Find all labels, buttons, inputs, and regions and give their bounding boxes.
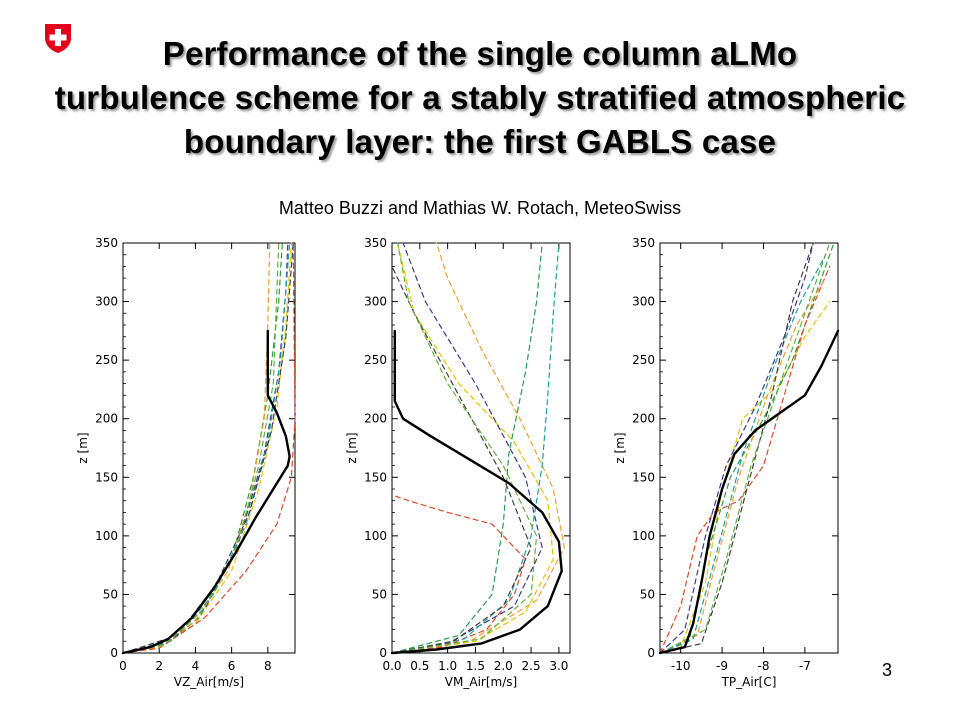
chart-1-model-line-3 — [122, 242, 289, 654]
chart-2-ytick-label: 50 — [372, 587, 387, 601]
chart-3-reference-line — [658, 329, 840, 655]
chart-2-xlabel: VM_Air[m/s] — [445, 675, 517, 689]
chart-2-xtick-label: 2.5 — [522, 659, 541, 673]
authors-line: Matteo Buzzi and Mathias W. Rotach, Mete… — [278, 198, 682, 218]
chart-1-model-line-1 — [122, 242, 292, 654]
chart-2-xtick-label: 1.0 — [438, 659, 457, 673]
chart-1-model-line-5 — [122, 242, 271, 654]
chart-2-model-line-8 — [391, 242, 538, 654]
chart-3-model-line-7 — [659, 242, 814, 654]
chart-1-ytick-label: 350 — [95, 236, 118, 250]
chart-2-xtick-label: 0.5 — [410, 659, 429, 673]
chart-3-model-line-1 — [659, 301, 831, 654]
chart-1-xtick-label: 8 — [264, 659, 272, 673]
chart-1-model-line-4 — [122, 242, 296, 654]
chart-3-ytick-label: 100 — [632, 529, 655, 543]
chart-3-frame — [659, 242, 839, 654]
chart-1-xtick-label: 4 — [192, 659, 200, 673]
title-line-1: Performance of the single column aLMo — [162, 35, 798, 72]
chart-1-model-line-8 — [122, 242, 280, 654]
chart-3-ytick-label: 150 — [632, 470, 655, 484]
chart-3-model-line-3 — [659, 242, 814, 654]
chart-1-ylabel: z [m] — [76, 432, 90, 463]
chart-2-ytick-label: 0 — [379, 646, 387, 660]
chart-1-model-line-7 — [122, 242, 294, 654]
slide-title: Performance of the single column aLMo tu… — [0, 32, 960, 164]
swiss-cross-icon — [42, 22, 74, 54]
chart-3-ytick-label: 0 — [647, 646, 655, 660]
chart-3-ytick-label: 300 — [632, 295, 655, 309]
chart-1-ytick-label: 150 — [95, 470, 118, 484]
chart-1-xtick-label: 6 — [228, 659, 236, 673]
chart-2-xtick-label: 3.0 — [549, 659, 568, 673]
chart-2-model-line-2 — [391, 242, 543, 654]
chart-2-xtick-label: 0.0 — [382, 659, 401, 673]
chart-1-xtick-label: 0 — [119, 659, 127, 673]
chart-1-ytick-label: 200 — [95, 412, 118, 426]
chart-3-xtick-label: -9 — [716, 659, 728, 673]
chart-1-model-line-2 — [122, 242, 283, 654]
chart-3-ytick-label: 200 — [632, 412, 655, 426]
chart-3-ytick-label: 50 — [640, 587, 655, 601]
chart-2-ytick-label: 100 — [364, 529, 387, 543]
chart-3-model-line-4 — [659, 265, 831, 654]
chart-1-ytick-label: 50 — [103, 587, 118, 601]
chart-1-reference-line — [121, 329, 291, 655]
chart-1-ytick-label: 0 — [110, 646, 118, 660]
chart-2-model-line-1 — [391, 242, 554, 654]
chart-3-ytick-label: 250 — [632, 353, 655, 367]
chart-3-ylabel: z [m] — [613, 432, 627, 463]
chart-1-frame — [122, 242, 296, 654]
chart-1-ytick-label: 250 — [95, 353, 118, 367]
chart-3-ytick-label: 350 — [632, 236, 655, 250]
chart-3-xtick-label: -8 — [758, 659, 770, 673]
chart-2-model-line-4 — [391, 494, 527, 654]
chart-3-xtick-label: -7 — [799, 659, 811, 673]
page-number: 3 — [882, 660, 893, 680]
chart-2-ytick-label: 300 — [364, 295, 387, 309]
chart-2-ytick-label: 150 — [364, 470, 387, 484]
chart-2-model-line-6 — [391, 242, 560, 654]
chart-2-xtick-label: 1.5 — [466, 659, 485, 673]
chart-1-ytick-label: 100 — [95, 529, 118, 543]
chart-3-model-line-5 — [659, 277, 827, 654]
chart-2-model-line-5 — [391, 242, 566, 654]
chart-1-xlabel: VZ_Air[m/s] — [174, 675, 244, 689]
chart-2-ytick-label: 350 — [364, 236, 387, 250]
chart-2-reference-line — [390, 329, 563, 655]
title-line-2: turbulence scheme for a stably stratifie… — [54, 79, 906, 116]
chart-2-ylabel: z [m] — [345, 432, 359, 463]
title-line-3: boundary layer: the first GABLS case — [183, 123, 777, 160]
chart-1-ytick-label: 300 — [95, 295, 118, 309]
chart-2-model-line-7 — [391, 265, 532, 654]
chart-3-xlabel: TP_Air[C] — [721, 675, 777, 689]
chart-2-frame — [391, 242, 571, 654]
chart-3-model-line-8 — [659, 242, 831, 654]
chart-1-xtick-label: 2 — [155, 659, 163, 673]
chart-2-ytick-label: 250 — [364, 353, 387, 367]
chart-2-model-line-3 — [391, 242, 543, 654]
chart-2-xtick-label: 2.0 — [494, 659, 513, 673]
chart-2-ytick-label: 200 — [364, 412, 387, 426]
chart-3-model-line-6 — [659, 254, 827, 654]
chart-3-xtick-label: -10 — [671, 659, 691, 673]
chart-1-model-line-6 — [122, 242, 291, 654]
